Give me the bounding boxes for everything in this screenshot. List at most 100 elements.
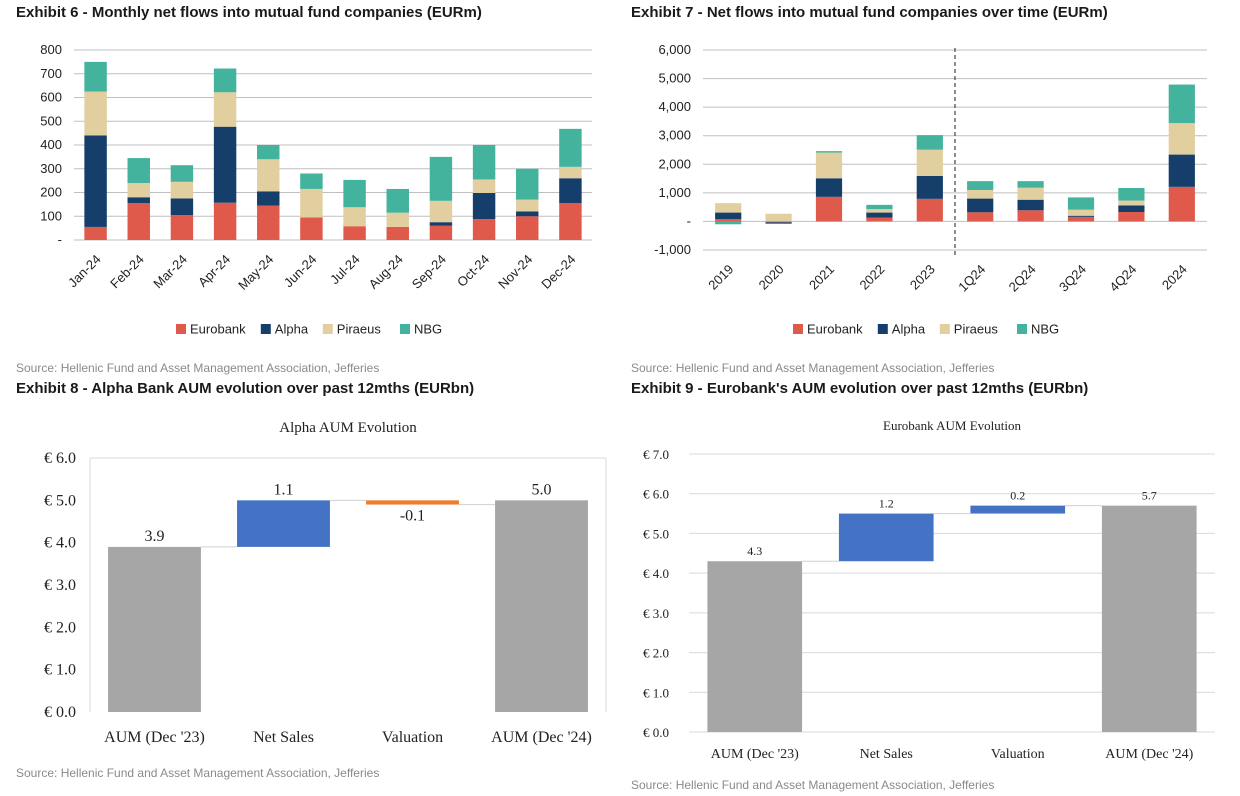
data-label: 3.9 <box>145 528 165 545</box>
y-tick-label: € 4.0 <box>643 566 669 581</box>
y-tick-label: 2,000 <box>658 156 691 171</box>
bar-piraeus <box>213 92 237 127</box>
x-tick-label: 2024 <box>1159 262 1190 293</box>
x-tick-label: 4Q24 <box>1106 262 1139 295</box>
x-tick-label: 3Q24 <box>1056 262 1089 295</box>
legend-swatch-piraeus <box>939 324 950 334</box>
bar-piraeus <box>127 183 150 198</box>
exhibit-8-panel: Exhibit 8 - Alpha Bank AUM evolution ove… <box>16 380 616 790</box>
y-tick-label: - <box>58 232 62 247</box>
y-tick-label: - <box>687 213 691 228</box>
exhibit-7-source: Source: Hellenic Fund and Asset Manageme… <box>631 361 995 375</box>
exhibit-8-source: Source: Hellenic Fund and Asset Manageme… <box>16 766 380 780</box>
bar-eurobank <box>916 198 943 222</box>
bar-nbg <box>386 188 409 213</box>
y-tick-label: 5,000 <box>658 71 691 86</box>
bar-nbg <box>715 221 742 225</box>
bar-alpha <box>715 212 742 220</box>
y-tick-label: € 1.0 <box>643 685 669 700</box>
x-tick-label: Mar-24 <box>150 252 190 292</box>
bar-alpha <box>1067 215 1095 217</box>
legend-label-piraeus: Piraeus <box>954 322 999 337</box>
y-tick-label: € 2.0 <box>643 646 669 661</box>
exhibit-6-chart: - 100 200 300 400 500 600 700 800 Jan-24 Feb-24 Mar… <box>40 42 592 337</box>
exhibit-9-panel: Exhibit 9 - Eurobank's AUM evolution ove… <box>631 380 1231 794</box>
bar-eurobank <box>257 205 280 240</box>
x-tick-label: Jul-24 <box>327 252 363 288</box>
bar-piraeus <box>765 213 792 222</box>
x-tick-label: Feb-24 <box>107 252 147 292</box>
exhibit-7-title: Exhibit 7 - Net flows into mutual fund c… <box>631 4 1108 21</box>
bar-eurobank <box>84 226 107 240</box>
bar-piraeus <box>815 152 843 179</box>
bar-alpha <box>1168 154 1195 187</box>
bar-nbg <box>213 68 237 93</box>
x-tick-label: 1Q24 <box>955 262 988 295</box>
bar-nbg <box>300 173 323 189</box>
data-label: 1.1 <box>274 481 294 498</box>
bar-nbg <box>1017 181 1044 188</box>
bar-alpha <box>559 178 582 204</box>
data-label: 5.7 <box>1142 489 1157 503</box>
bar-piraeus <box>967 190 994 199</box>
bar-nbg <box>866 204 893 210</box>
x-tick-label: 2023 <box>907 262 938 293</box>
bar-eurobank <box>815 196 843 222</box>
x-tick-label: Jun-24 <box>281 252 320 291</box>
bar-eurobank <box>559 203 582 240</box>
exhibit-8-title: Exhibit 8 - Alpha Bank AUM evolution ove… <box>16 380 475 397</box>
x-tick-label: May-24 <box>235 252 276 293</box>
bar-piraeus <box>866 209 893 213</box>
bar-eurobank <box>765 221 792 223</box>
bar-piraeus <box>559 166 582 179</box>
exhibit-9-title: Exhibit 9 - Eurobank's AUM evolution ove… <box>631 380 1089 397</box>
y-tick-label: € 6.0 <box>643 487 669 502</box>
bar-piraeus <box>300 188 323 218</box>
bar-alpha <box>1017 199 1044 211</box>
bar-alpha <box>815 178 843 197</box>
y-tick-label: 1,000 <box>658 185 691 200</box>
x-tick-label: 2022 <box>856 262 887 293</box>
x-tick-label: Oct-24 <box>454 252 492 290</box>
x-category-label: AUM (Dec '24) <box>1105 747 1193 762</box>
y-tick-label: 6,000 <box>658 42 691 57</box>
legend-swatch-alpha <box>877 324 888 334</box>
y-tick-label: -1,000 <box>654 242 691 257</box>
y-tick-label: € 3.0 <box>44 577 76 594</box>
exhibit-6-title: Exhibit 6 - Monthly net flows into mutua… <box>16 4 482 21</box>
bar-eurobank <box>1168 186 1195 222</box>
exhibit-6-source: Source: Hellenic Fund and Asset Manageme… <box>16 361 380 375</box>
bar-nbg <box>1118 188 1145 201</box>
bar-eurobank <box>343 226 366 240</box>
legend-label-eurobank: Eurobank <box>807 322 863 337</box>
bar-alpha <box>429 222 453 226</box>
bar-piraeus <box>257 159 280 192</box>
data-label: 4.3 <box>747 544 762 558</box>
x-tick-label: 2020 <box>756 262 787 293</box>
waterfall-bar <box>237 500 330 547</box>
bar-alpha <box>1118 205 1145 212</box>
chart-title: Eurobank AUM Evolution <box>883 418 1021 433</box>
bar-alpha <box>967 198 994 213</box>
y-tick-label: € 4.0 <box>44 535 76 552</box>
bar-nbg <box>516 168 539 200</box>
x-category-label: Net Sales <box>253 729 314 746</box>
bar-eurobank <box>429 225 453 240</box>
legend-label-nbg: NBG <box>414 322 442 337</box>
exhibit-7-panel: Exhibit 7 - Net flows into mutual fund c… <box>631 4 1231 376</box>
exhibit-9-chart: Eurobank AUM Evolution € 0.0 € 1.0 € 2.0 € 3… <box>643 418 1215 762</box>
legend-label-eurobank: Eurobank <box>190 322 246 337</box>
bar-nbg <box>916 135 943 150</box>
data-label: 0.2 <box>1010 489 1025 503</box>
legend-label-nbg: NBG <box>1031 322 1059 337</box>
x-category-label: AUM (Dec '23) <box>711 747 799 762</box>
bar-nbg <box>559 128 582 167</box>
bar-piraeus <box>84 91 107 136</box>
bar-piraeus <box>916 149 943 176</box>
bar-eurobank <box>472 219 496 240</box>
x-category-label: Valuation <box>382 729 443 746</box>
bar-piraeus <box>1017 187 1044 200</box>
x-tick-label: Dec-24 <box>538 252 578 292</box>
waterfall-bar <box>838 513 934 562</box>
y-tick-label: € 5.0 <box>44 492 76 509</box>
